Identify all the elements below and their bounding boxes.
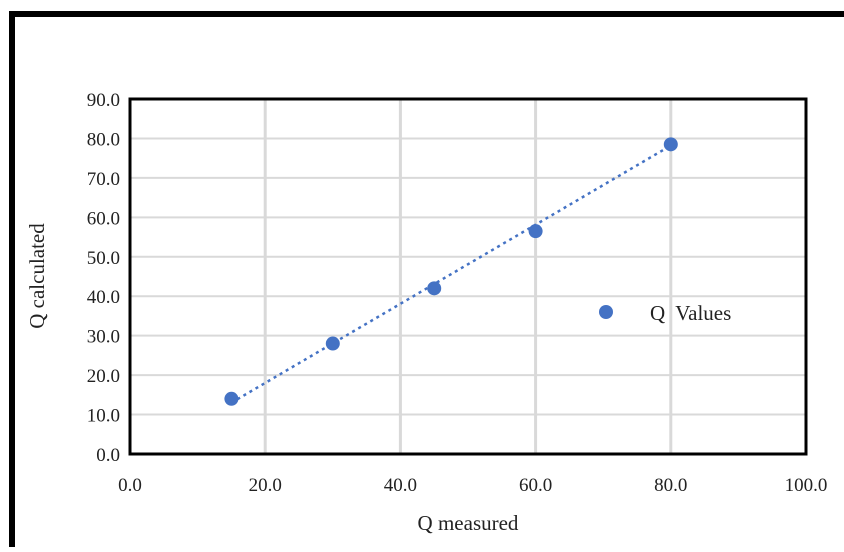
x-tick-label: 20.0: [249, 475, 282, 496]
plot-area-border: [128, 97, 808, 456]
y-tick-label: 20.0: [87, 366, 120, 387]
y-tick-label: 0.0: [96, 445, 120, 466]
data-point: [325, 336, 340, 351]
gridlines: [130, 99, 806, 454]
x-tick-label: 80.0: [654, 475, 687, 496]
data-point: [427, 281, 442, 296]
x-tick-label: 100.0: [785, 475, 828, 496]
data-point: [528, 224, 543, 239]
y-axis-ticks: 0.0 10.0 20.0 30.0 40.0 50.0 60.0 70.0 80.0 90.0: [87, 90, 120, 466]
x-tick-label: 40.0: [384, 475, 417, 496]
x-axis-title: Q measured: [418, 511, 519, 535]
y-tick-label: 10.0: [87, 406, 120, 427]
legend: Q Values: [599, 301, 731, 325]
y-tick-label: 40.0: [87, 287, 120, 308]
y-tick-label: 90.0: [87, 90, 120, 111]
chart-outer-border: [9, 11, 844, 547]
data-points: [224, 137, 678, 406]
y-axis-title: Q calculated: [25, 223, 49, 329]
data-point: [224, 391, 239, 406]
y-tick-label: 30.0: [87, 327, 120, 348]
x-tick-label: 0.0: [118, 475, 142, 496]
y-tick-label: 80.0: [87, 129, 120, 150]
x-tick-label: 60.0: [519, 475, 552, 496]
y-tick-label: 70.0: [87, 169, 120, 190]
y-tick-label: 60.0: [87, 208, 120, 229]
legend-marker: [599, 305, 613, 319]
trendline: [230, 144, 672, 404]
y-tick-label: 50.0: [87, 248, 120, 269]
legend-label: Q Values: [650, 301, 731, 325]
x-axis-ticks: 0.0 20.0 40.0 60.0 80.0 100.0: [118, 475, 827, 496]
data-point: [663, 137, 678, 152]
